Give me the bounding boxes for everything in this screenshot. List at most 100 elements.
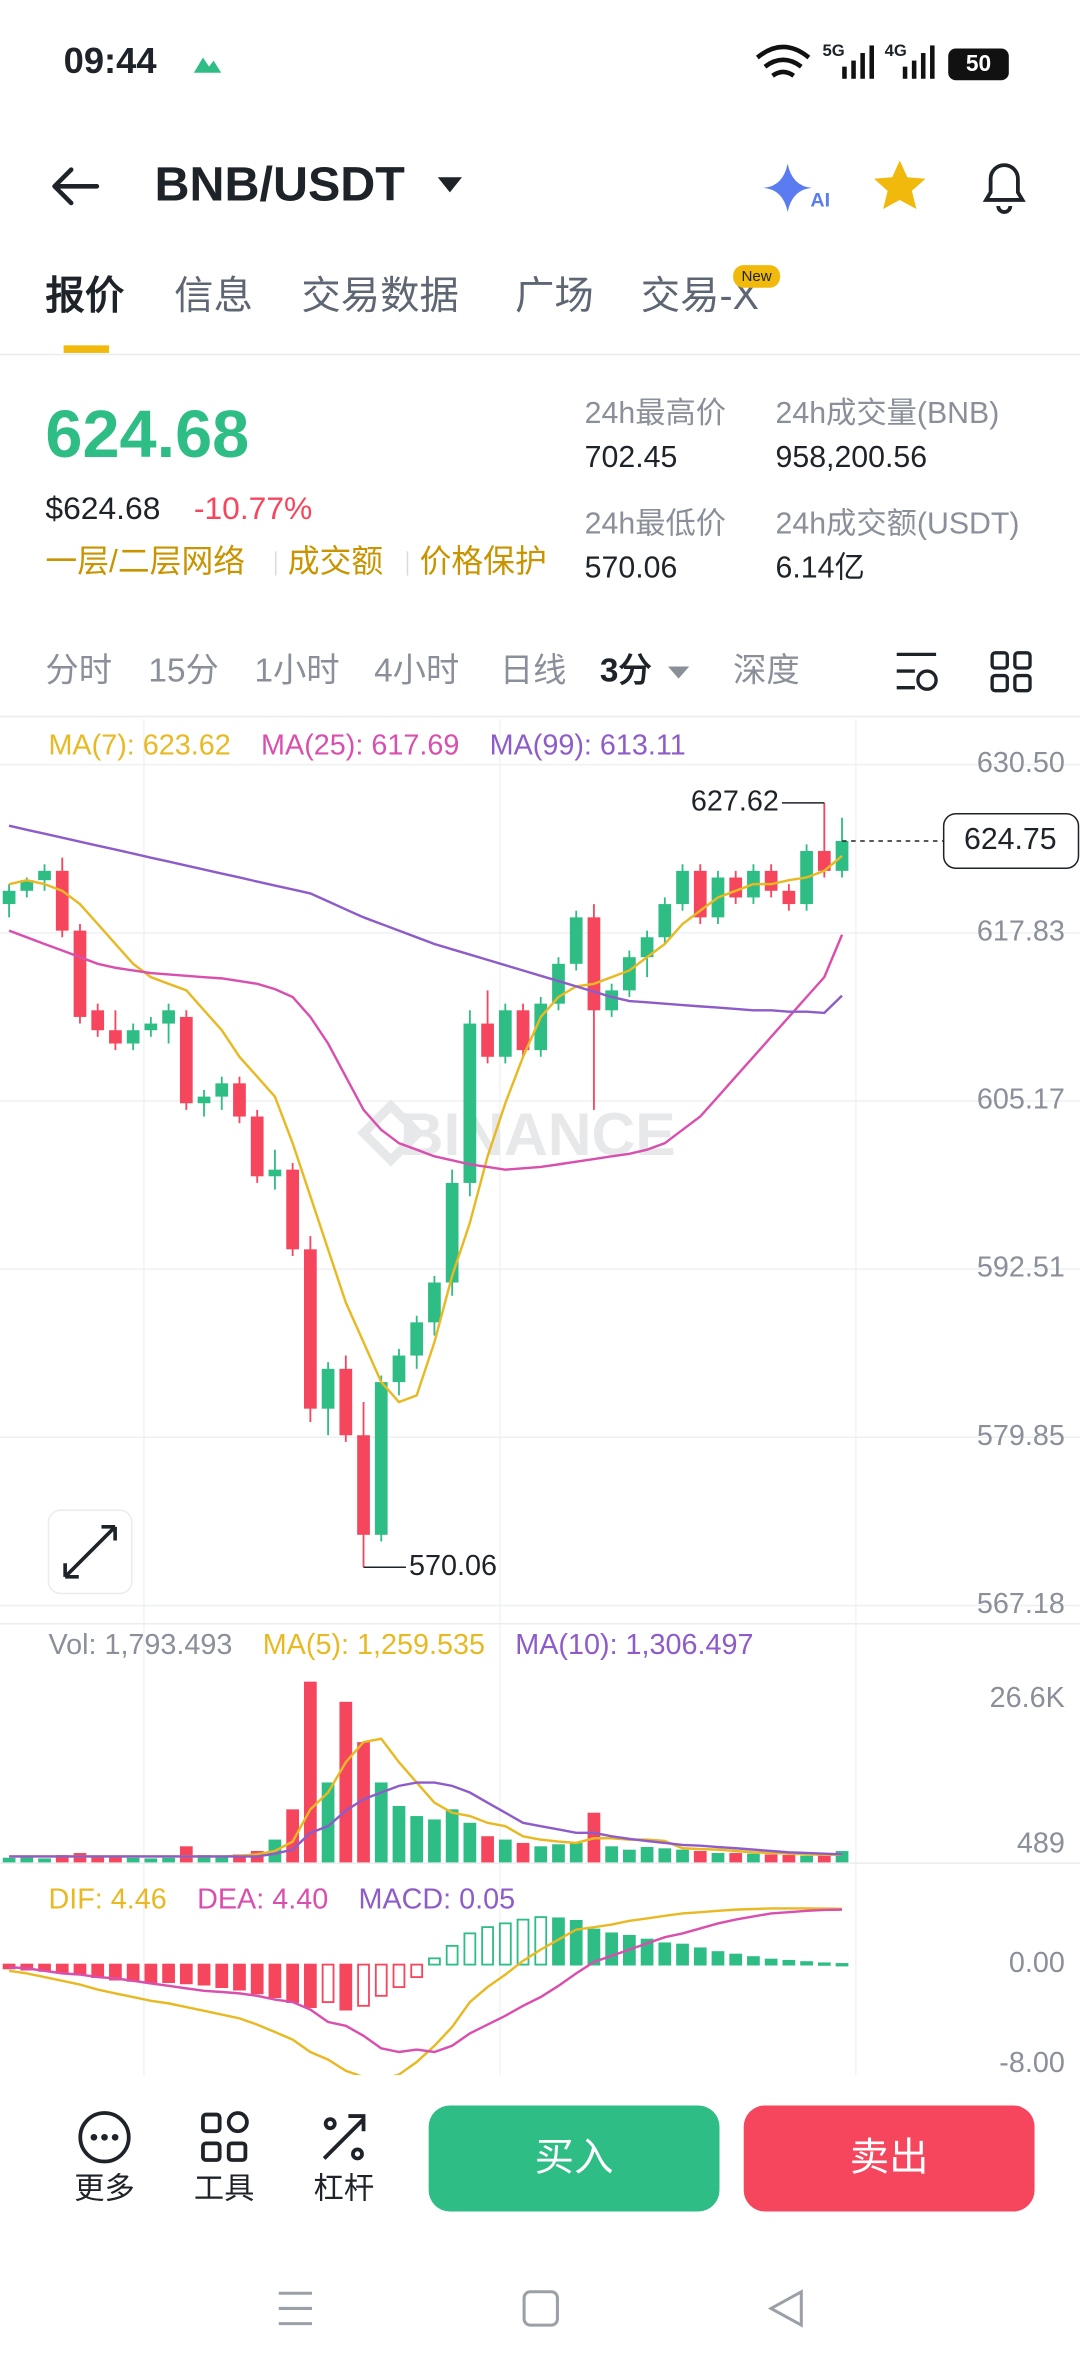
candle-body (676, 870, 689, 905)
favorite-button[interactable] (873, 160, 926, 210)
volume-bar (55, 1855, 69, 1864)
volume-bar (179, 1846, 193, 1864)
ai-label: AI (810, 190, 830, 212)
volume-bar (233, 1854, 246, 1864)
interval-dropdown[interactable] (667, 666, 690, 679)
macd-bar (569, 1919, 583, 1966)
candle-body (817, 850, 831, 871)
macd-bar (463, 1932, 477, 1966)
tag[interactable]: 一层/二层网络 (45, 543, 245, 579)
candle-body (374, 1382, 388, 1535)
ai-button[interactable] (763, 163, 812, 213)
y-tick-label: -8.00 (999, 2047, 1065, 2079)
candle-body (304, 1249, 317, 1409)
interval[interactable]: 深度 (733, 652, 800, 689)
interval[interactable]: 15分 (148, 652, 218, 689)
nav-menu[interactable] (278, 2291, 313, 2326)
back-button[interactable] (52, 167, 100, 206)
legend-item: MA(7): 623.62 (48, 729, 230, 761)
tag-list: 一层/二层网络 成交额 价格保护 (45, 543, 546, 579)
nav-back[interactable] (767, 2289, 803, 2328)
candle-body (233, 1083, 246, 1117)
interval[interactable]: 4小时 (374, 652, 459, 689)
stat-value: 570.06 (585, 552, 678, 585)
signal-icon (842, 45, 874, 79)
volume-bar (109, 1857, 122, 1864)
volume-bar (711, 1853, 725, 1864)
more-icon[interactable] (78, 2111, 131, 2164)
legend-item: DEA: 4.40 (197, 1884, 328, 1916)
tab[interactable]: 交易数据 (301, 274, 459, 318)
macd-bar (658, 1942, 672, 1966)
volume-bar (640, 1846, 654, 1864)
macd-chart: DIF: 4.46 DEA: 4.40 MACD: 0.05 0.00 -8.00 (2, 1884, 1065, 2079)
tab[interactable]: 报价 (45, 274, 124, 318)
candle-body (587, 917, 601, 1011)
sell-button[interactable] (743, 2105, 1035, 2212)
macd-bar (428, 1957, 441, 1966)
candle-body (38, 870, 51, 881)
wifi-icon (755, 44, 811, 78)
interval[interactable]: 1小时 (254, 652, 339, 689)
macd-bar (747, 1956, 760, 1966)
candle-body (109, 1030, 122, 1044)
volume-bar (498, 1839, 512, 1864)
sell-label: 卖出 (850, 2135, 929, 2179)
volume-bar (729, 1853, 743, 1864)
price-tag-label: 624.75 (964, 823, 1057, 856)
y-tick-label: 579.85 (977, 1420, 1065, 1452)
more-dots (90, 2133, 119, 2141)
macd-bar (215, 1963, 229, 1988)
macd-bar (392, 1963, 406, 1988)
candle-body (357, 1435, 370, 1535)
tag[interactable]: 价格保护 (420, 543, 547, 579)
candle-body (91, 1010, 105, 1031)
macd-bar (73, 1963, 87, 1976)
candle-body (658, 904, 672, 938)
layout-button[interactable] (990, 651, 1032, 693)
pair-dropdown[interactable] (437, 177, 462, 193)
app-icon (193, 57, 222, 73)
volume-bar (835, 1851, 849, 1864)
tab[interactable]: 广场 (515, 274, 594, 318)
tools-icon[interactable] (201, 2111, 249, 2162)
interval[interactable]: 日线 (500, 652, 567, 689)
candle-body (321, 1368, 335, 1409)
legend-item: MA(5): 1,259.535 (263, 1629, 485, 1661)
leverage-icon[interactable] (322, 2114, 366, 2161)
tab[interactable]: 信息 (174, 274, 253, 318)
macd-bar (764, 1958, 778, 1966)
legend-item: DIF: 4.46 (48, 1884, 166, 1916)
volume-bar (144, 1858, 158, 1864)
candle-body (2, 890, 16, 905)
pair-title[interactable]: BNB/USDT (155, 158, 406, 212)
battery (948, 48, 1009, 81)
stat-label: 24h最低价 (585, 507, 726, 541)
indicator-settings[interactable] (896, 652, 938, 691)
legend-item: MACD: 0.05 (358, 1884, 515, 1916)
candle-body (268, 1169, 282, 1177)
volume-bar (764, 1854, 778, 1864)
macd-bar (605, 1932, 619, 1966)
high-label: 627.62 (691, 785, 779, 817)
candle-body (693, 870, 707, 918)
interval[interactable]: 3分 (600, 652, 652, 689)
volume-bar (569, 1842, 583, 1864)
legend-item: MA(25): 617.69 (261, 729, 459, 761)
alert-button[interactable] (982, 163, 1026, 214)
network-label: 5G (822, 41, 844, 60)
tag[interactable]: 成交额 (288, 543, 383, 579)
volume-bar (516, 1842, 530, 1864)
nav-home[interactable] (522, 2290, 559, 2327)
signal-icon (902, 45, 935, 79)
volume-bar (445, 1809, 459, 1864)
interval[interactable]: 分时 (45, 652, 112, 689)
macd-line (8, 1907, 843, 2076)
candle-body (498, 1010, 512, 1057)
low-label: 570.06 (409, 1550, 497, 1582)
candle-body (729, 877, 743, 898)
volume-bar (38, 1858, 51, 1864)
macd-bar (286, 1963, 300, 2003)
candle-body (623, 957, 636, 991)
buy-button[interactable] (428, 2105, 720, 2212)
